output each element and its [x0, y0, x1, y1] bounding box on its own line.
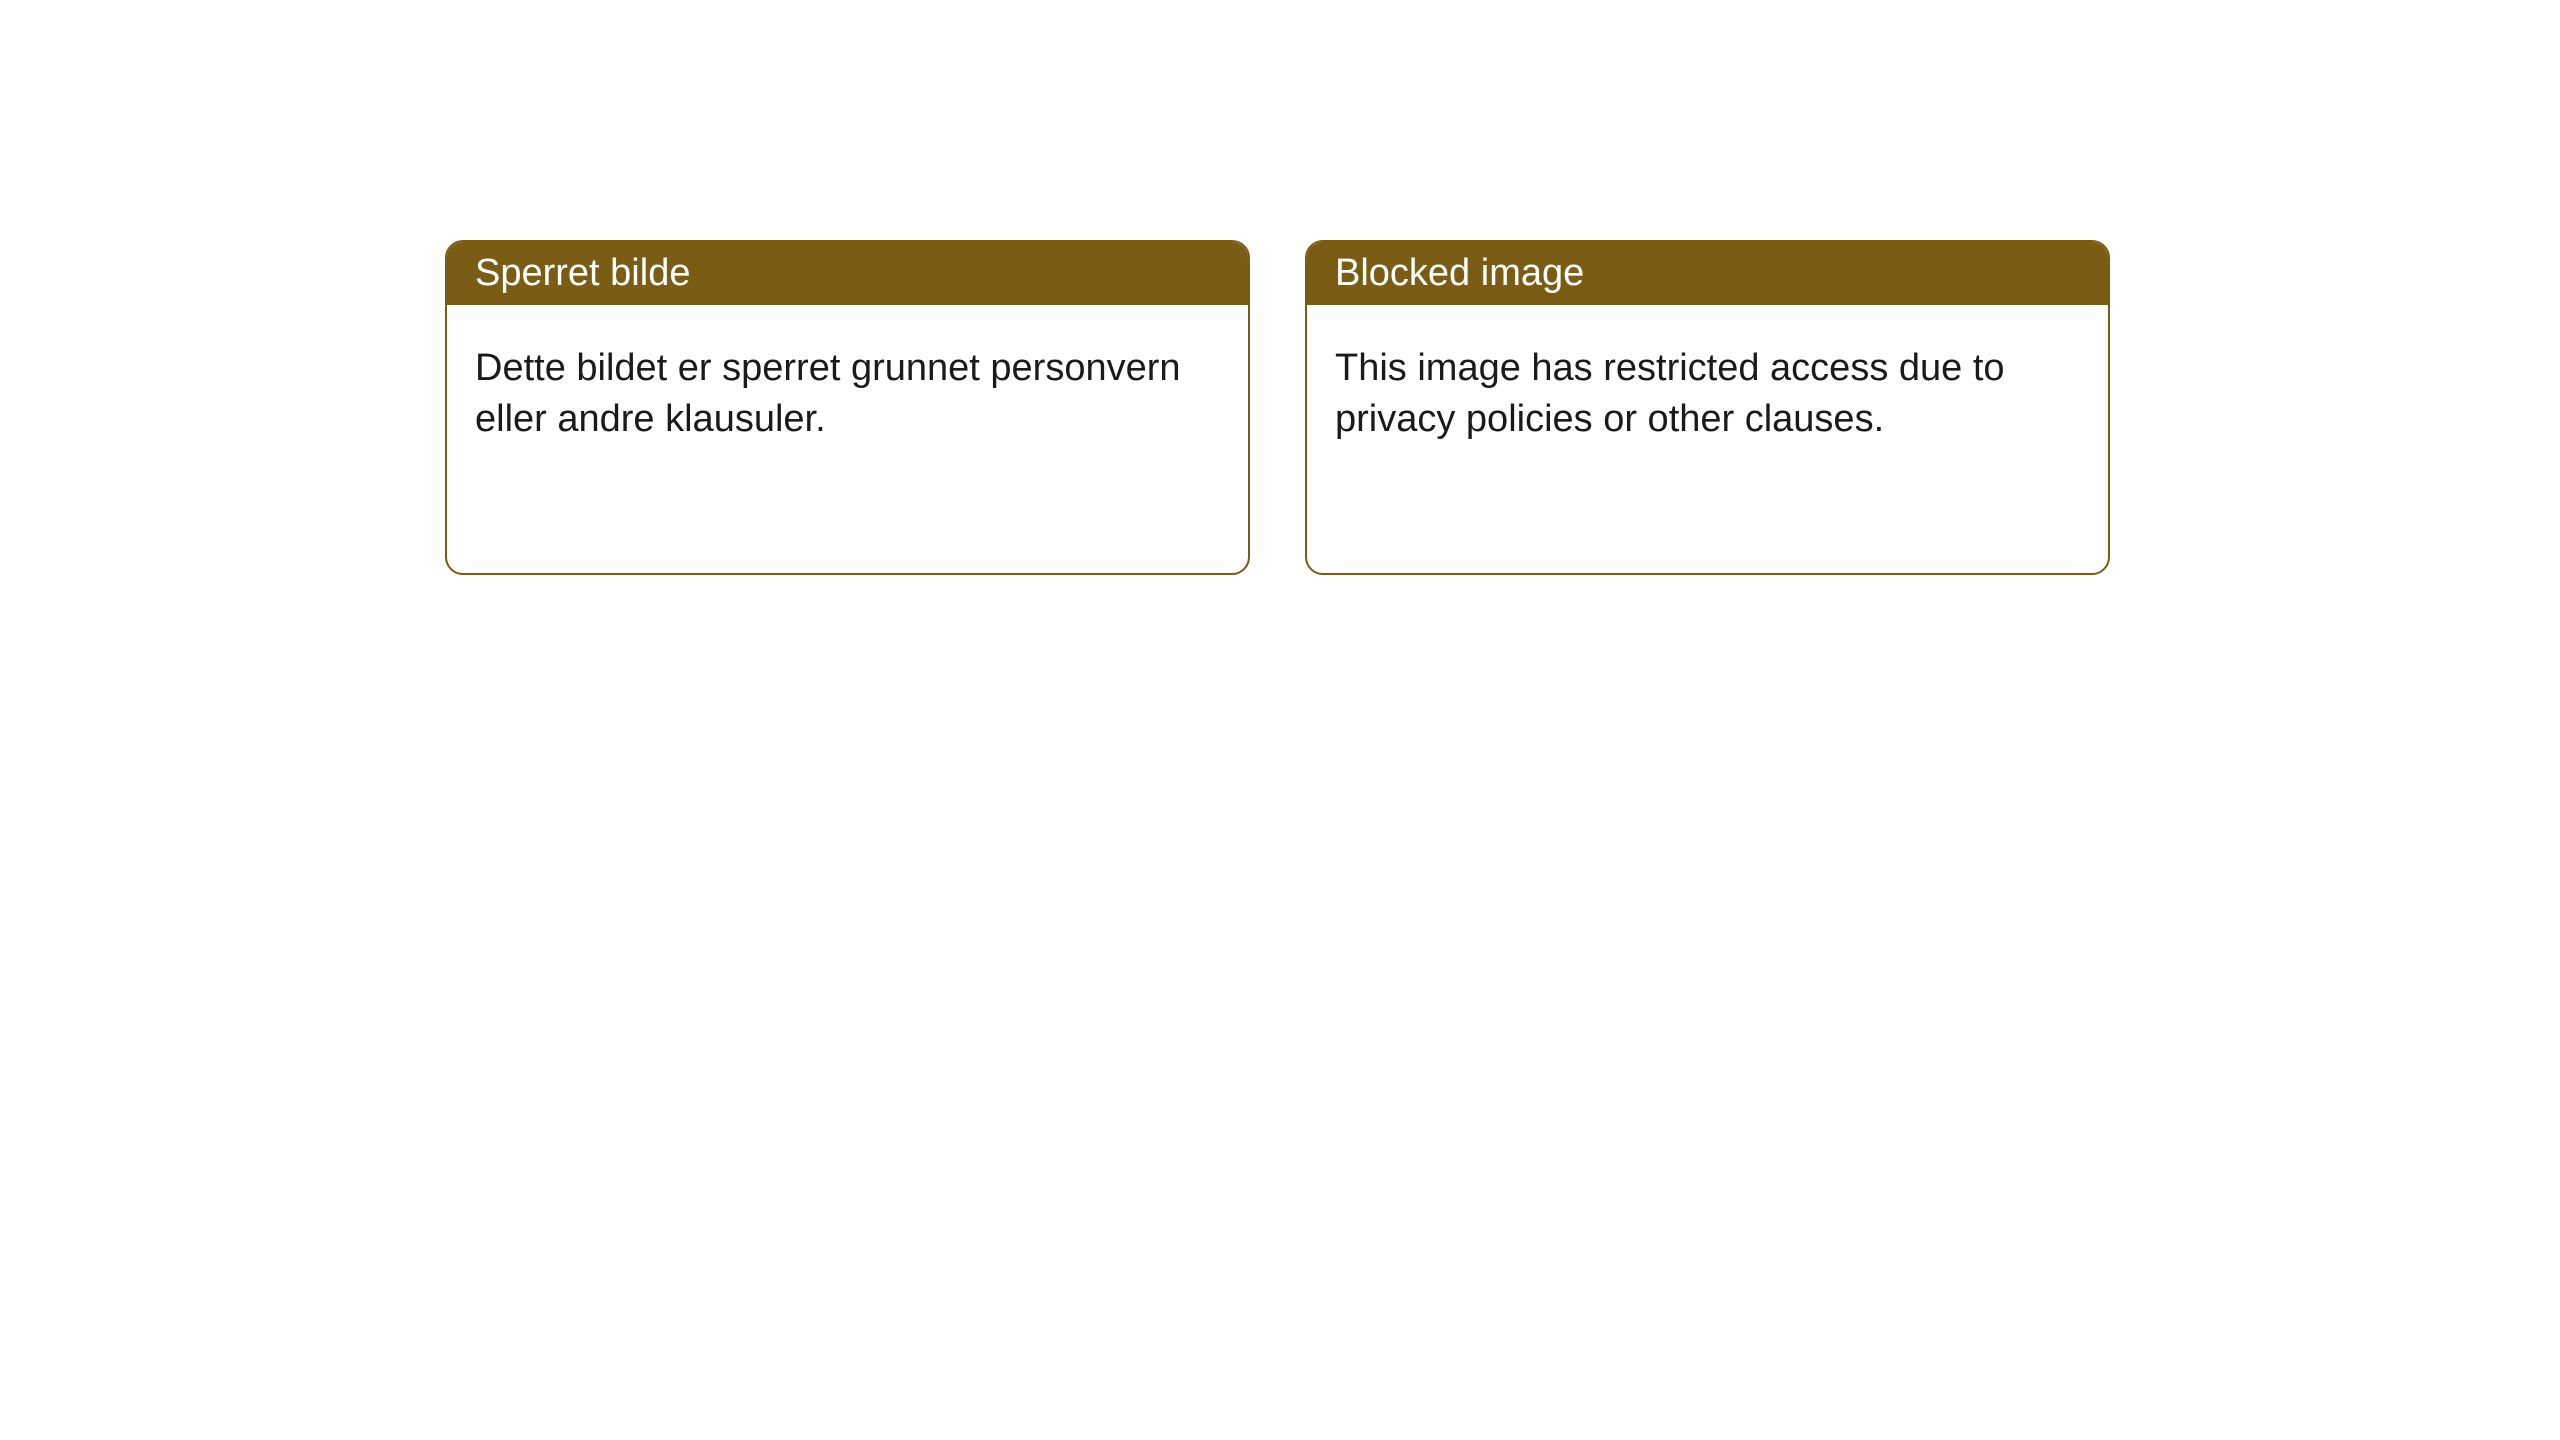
blocked-image-card-no: Sperret bilde Dette bildet er sperret gr… — [445, 240, 1250, 575]
card-body-text: This image has restricted access due to … — [1335, 347, 2005, 440]
card-header: Sperret bilde — [447, 242, 1248, 305]
blocked-image-card-en: Blocked image This image has restricted … — [1305, 240, 2110, 575]
card-body: Dette bildet er sperret grunnet personve… — [447, 305, 1248, 483]
cards-container: Sperret bilde Dette bildet er sperret gr… — [0, 0, 2560, 575]
card-header: Blocked image — [1307, 242, 2108, 305]
card-body: This image has restricted access due to … — [1307, 305, 2108, 483]
card-body-text: Dette bildet er sperret grunnet personve… — [475, 347, 1181, 440]
card-title: Blocked image — [1335, 252, 1584, 294]
card-title: Sperret bilde — [475, 252, 690, 294]
